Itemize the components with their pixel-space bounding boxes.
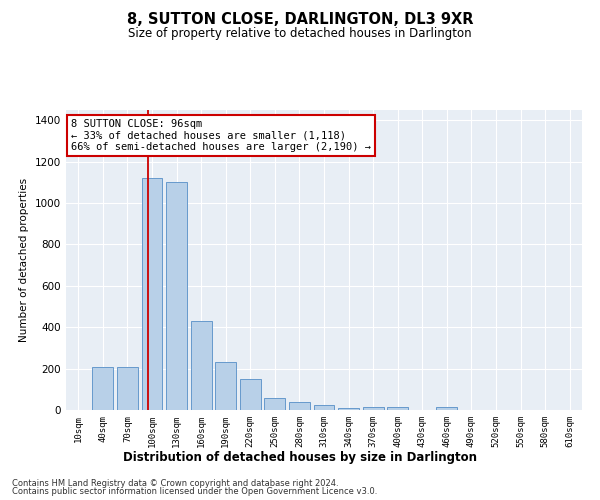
Bar <box>215 362 236 410</box>
Y-axis label: Number of detached properties: Number of detached properties <box>19 178 29 342</box>
Text: Distribution of detached houses by size in Darlington: Distribution of detached houses by size … <box>123 451 477 464</box>
Bar <box>92 366 113 410</box>
Bar <box>166 182 187 410</box>
Bar <box>289 402 310 410</box>
Text: Size of property relative to detached houses in Darlington: Size of property relative to detached ho… <box>128 28 472 40</box>
Text: 8, SUTTON CLOSE, DARLINGTON, DL3 9XR: 8, SUTTON CLOSE, DARLINGTON, DL3 9XR <box>127 12 473 28</box>
Bar <box>142 178 163 410</box>
Bar <box>240 379 261 410</box>
Text: 8 SUTTON CLOSE: 96sqm
← 33% of detached houses are smaller (1,118)
66% of semi-d: 8 SUTTON CLOSE: 96sqm ← 33% of detached … <box>71 119 371 152</box>
Text: Contains HM Land Registry data © Crown copyright and database right 2024.: Contains HM Land Registry data © Crown c… <box>12 478 338 488</box>
Bar <box>191 321 212 410</box>
Bar <box>338 408 359 410</box>
Bar <box>265 398 286 410</box>
Bar <box>314 405 334 410</box>
Bar <box>362 407 383 410</box>
Text: Contains public sector information licensed under the Open Government Licence v3: Contains public sector information licen… <box>12 487 377 496</box>
Bar <box>117 366 138 410</box>
Bar <box>387 407 408 410</box>
Bar <box>436 407 457 410</box>
